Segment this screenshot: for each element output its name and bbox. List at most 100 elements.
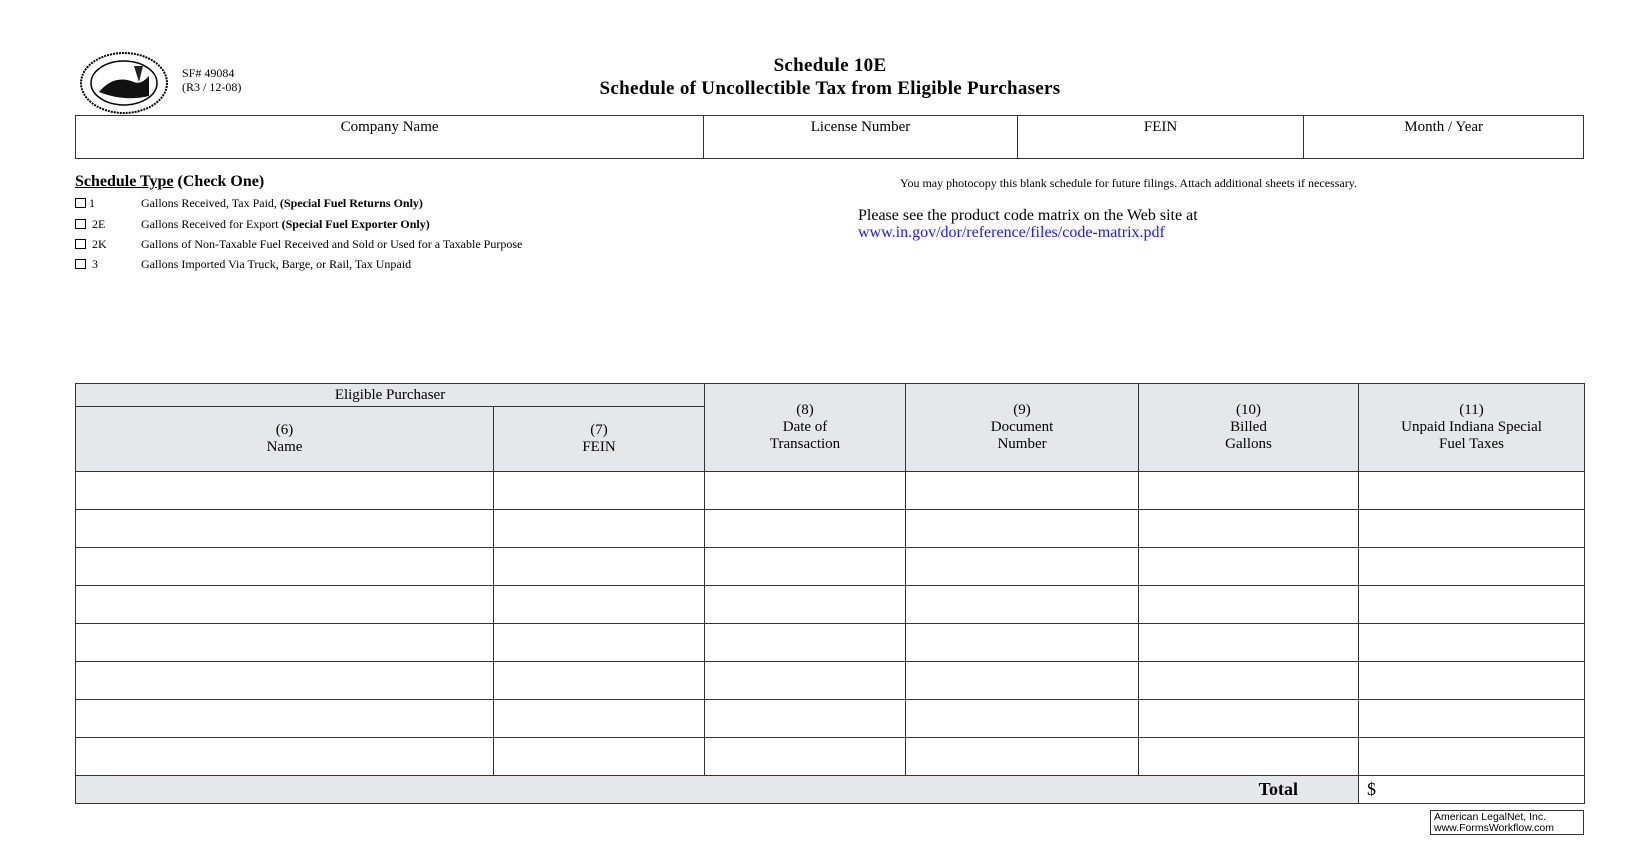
license-number-field[interactable]: License Number	[704, 116, 1018, 158]
table-cell-input[interactable]	[905, 471, 1140, 510]
table-cell-input[interactable]	[905, 737, 1140, 776]
revision: (R3 / 12-08)	[182, 80, 242, 94]
table-cell-input[interactable]	[492, 509, 706, 548]
table-cell-input[interactable]	[1138, 509, 1360, 548]
table-cell-input[interactable]	[1358, 471, 1586, 510]
schedule-option-2e[interactable]: 2E Gallons Received for Export (Special F…	[75, 217, 430, 232]
table-row	[75, 623, 1586, 662]
eligible-purchaser-header: Eligible Purchaser	[74, 383, 706, 407]
table-cell-input[interactable]	[492, 471, 706, 510]
col-header-date: (8) Date of Transaction	[704, 383, 907, 472]
company-info-fields: Company Name License Number FEIN Month /…	[75, 115, 1584, 159]
table-cell-input[interactable]	[704, 471, 907, 510]
table-cell-input[interactable]	[905, 699, 1140, 738]
table-cell-input[interactable]	[75, 471, 494, 510]
form-number: SF# 49084	[182, 66, 235, 80]
schedule-option-2k[interactable]: 2K Gallons of Non-Taxable Fuel Received a…	[75, 237, 522, 252]
table-cell-input[interactable]	[1138, 623, 1360, 662]
table-row	[75, 661, 1586, 700]
table-row	[75, 737, 1586, 776]
schedule-option-1[interactable]: 1 Gallons Received, Tax Paid, (Special Fu…	[75, 196, 423, 211]
table-row	[75, 509, 1586, 548]
table-cell-input[interactable]	[1138, 471, 1360, 510]
fein-field[interactable]: FEIN	[1018, 116, 1305, 158]
table-cell-input[interactable]	[1358, 547, 1586, 586]
table-cell-input[interactable]	[704, 547, 907, 586]
table-cell-input[interactable]	[492, 585, 706, 624]
table-cell-input[interactable]	[704, 585, 907, 624]
table-cell-input[interactable]	[492, 699, 706, 738]
table-cell-input[interactable]	[704, 737, 907, 776]
page-subtitle: Schedule of Uncollectible Tax from Eligi…	[599, 78, 1061, 99]
table-row	[75, 471, 1586, 510]
table-cell-input[interactable]	[492, 737, 706, 776]
option-code: 2E	[92, 217, 106, 231]
table-cell-input[interactable]	[1358, 737, 1586, 776]
table-cell-input[interactable]	[75, 509, 494, 548]
table-row	[75, 699, 1586, 738]
table-cell-input[interactable]	[905, 509, 1140, 548]
table-cell-input[interactable]	[704, 699, 907, 738]
check-one-label: (Check One)	[177, 173, 265, 190]
table-row	[75, 547, 1586, 586]
table-cell-input[interactable]	[492, 623, 706, 662]
publisher-url: www.FormsWorkflow.com	[1434, 822, 1554, 834]
table-cell-input[interactable]	[1138, 547, 1360, 586]
checkbox[interactable]	[75, 239, 86, 249]
schedule-type-label: Schedule Type	[75, 173, 174, 190]
checkbox[interactable]	[75, 259, 86, 269]
code-matrix-link[interactable]: www.in.gov/dor/reference/files/code-matr…	[858, 224, 1165, 241]
table-cell-input[interactable]	[1358, 623, 1586, 662]
table-cell-input[interactable]	[704, 661, 907, 700]
table-cell-input[interactable]	[704, 509, 907, 548]
purchaser-table: Eligible Purchaser (8) Date of Transactio…	[74, 383, 1586, 804]
table-cell-input[interactable]	[492, 661, 706, 700]
option-label: Gallons Received for Export	[141, 217, 279, 231]
col-header-gallons: (10) Billed Gallons	[1138, 383, 1360, 472]
table-cell-input[interactable]	[1138, 585, 1360, 624]
table-cell-input[interactable]	[905, 585, 1140, 624]
table-cell-input[interactable]	[75, 737, 494, 776]
month-year-field[interactable]: Month / Year	[1404, 119, 1484, 135]
checkbox[interactable]	[75, 219, 86, 229]
schedule-option-3[interactable]: 3 Gallons Imported Via Truck, Barge, or R…	[75, 257, 411, 272]
form-id: SF# 49084 (R3 / 12-08)	[182, 66, 241, 94]
option-note: (Special Fuel Exporter Only)	[281, 217, 430, 231]
total-amount-field[interactable]: $	[1358, 775, 1586, 804]
photocopy-note: You may photocopy this blank schedule fo…	[900, 176, 1357, 190]
table-cell-input[interactable]	[1138, 661, 1360, 700]
table-cell-input[interactable]	[1138, 737, 1360, 776]
total-row: Total $	[74, 775, 1586, 804]
table-cell-input[interactable]	[1138, 699, 1360, 738]
table-cell-input[interactable]	[1358, 585, 1586, 624]
table-cell-input[interactable]	[492, 547, 706, 586]
table-cell-input[interactable]	[1358, 661, 1586, 700]
option-label: Gallons Received, Tax Paid,	[141, 196, 277, 210]
col-header-document: (9) Document Number	[905, 383, 1140, 472]
table-cell-input[interactable]	[905, 547, 1140, 586]
checkbox[interactable]	[75, 198, 86, 208]
table-cell-input[interactable]	[75, 699, 494, 738]
table-cell-input[interactable]	[905, 623, 1140, 662]
company-name-field[interactable]: Company Name	[76, 116, 705, 158]
table-cell-input[interactable]	[75, 585, 494, 624]
table-row	[75, 585, 1586, 624]
option-code: 3	[92, 257, 98, 271]
schedule-type-heading: Schedule Type (Check One)	[75, 173, 264, 191]
page-title: Schedule 10E	[773, 55, 887, 76]
option-code: 1	[89, 196, 95, 210]
publisher-badge: American LegalNet, Inc. www.FormsWorkflo…	[1430, 810, 1584, 835]
table-cell-input[interactable]	[1358, 699, 1586, 738]
option-label: Gallons of Non-Taxable Fuel Received and…	[141, 237, 523, 251]
col-header-name: (6) Name	[75, 406, 494, 472]
table-cell-input[interactable]	[75, 547, 494, 586]
state-seal-logo	[80, 52, 168, 114]
table-cell-input[interactable]	[75, 661, 494, 700]
table-cell-input[interactable]	[905, 661, 1140, 700]
total-label: Total	[74, 775, 1360, 804]
col-header-fein: (7) FEIN	[492, 406, 706, 472]
table-cell-input[interactable]	[704, 623, 907, 662]
table-cell-input[interactable]	[75, 623, 494, 662]
table-cell-input[interactable]	[1358, 509, 1586, 548]
